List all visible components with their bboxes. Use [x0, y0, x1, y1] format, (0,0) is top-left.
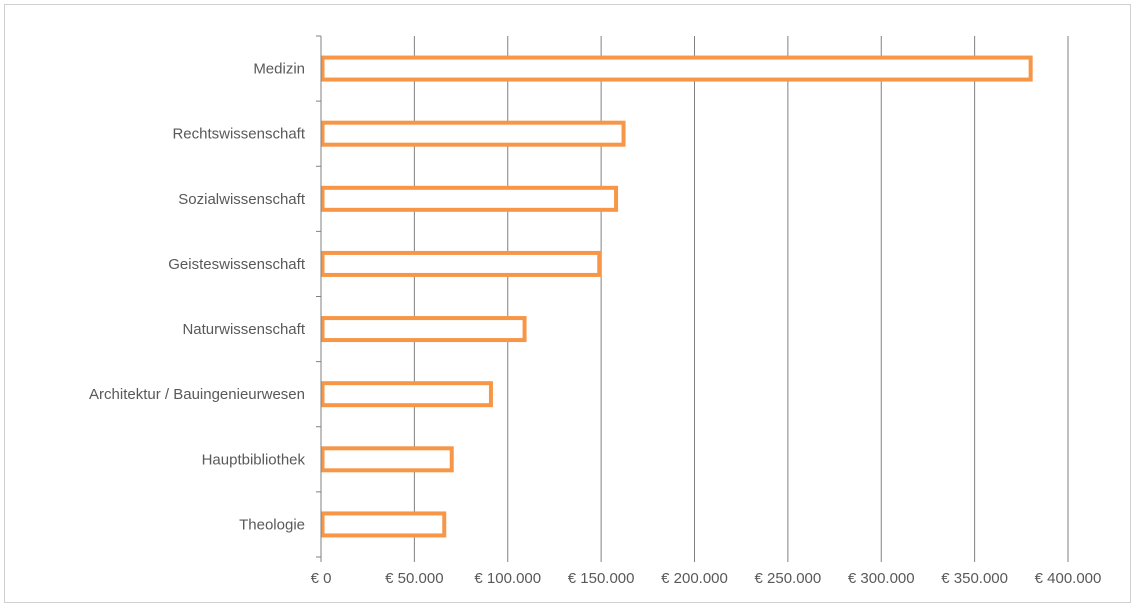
category-label: Hauptbibliothek — [202, 451, 306, 468]
x-tick-label: € 100.000 — [474, 570, 541, 587]
chart-frame — [4, 4, 1131, 603]
x-tick-label: € 50.000 — [385, 570, 443, 587]
x-tick-label: € 300.000 — [848, 570, 915, 587]
bar-4 — [320, 316, 527, 343]
category-label: Sozialwissenschaft — [178, 191, 306, 208]
axes — [316, 35, 1069, 562]
labels: € 0 € 50.000 € 100.000 € 150.000 € 200.000 € … — [89, 61, 1101, 587]
category-label: Naturwissenschaft — [182, 321, 305, 338]
x-tick-label: € 200.000 — [661, 570, 728, 587]
bar-6 — [320, 446, 454, 473]
x-tick-label: € 0 — [311, 570, 332, 587]
bar-2 — [320, 185, 619, 212]
category-label: Rechtswissenschaft — [172, 126, 305, 143]
bar-7 — [320, 511, 447, 538]
category-label: Geisteswissenschaft — [168, 256, 306, 273]
bar-0 — [320, 55, 1033, 82]
bar-1 — [320, 120, 626, 147]
gridlines — [413, 36, 1069, 557]
bars — [320, 55, 1033, 538]
category-label: Theologie — [239, 516, 305, 533]
x-tick-label: € 250.000 — [755, 570, 822, 587]
category-label: Architektur / Bauingenieurwesen — [89, 386, 305, 403]
x-tick-label: € 400.000 — [1035, 570, 1102, 587]
x-tick-label: € 350.000 — [941, 570, 1008, 587]
category-label: Medizin — [253, 61, 305, 78]
x-tick-label: € 150.000 — [568, 570, 635, 587]
bar-3 — [320, 250, 602, 277]
bar-5 — [320, 381, 493, 408]
